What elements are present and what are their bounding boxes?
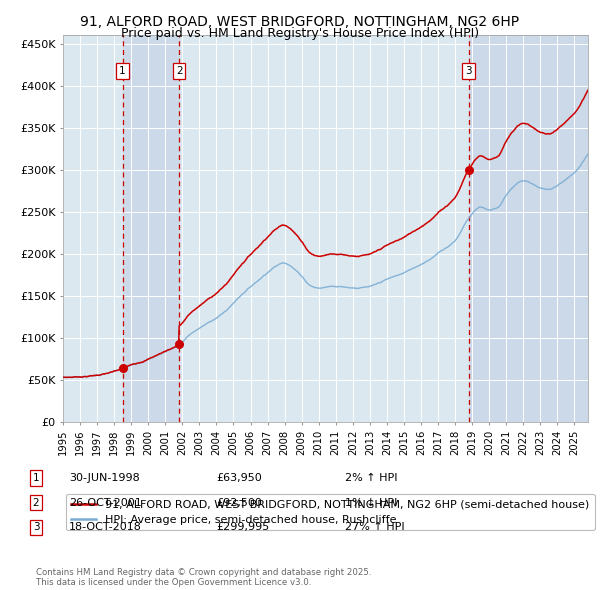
Bar — [122, 35, 179, 422]
Text: 18-OCT-2018: 18-OCT-2018 — [69, 523, 142, 532]
Text: 26-OCT-2001: 26-OCT-2001 — [69, 498, 142, 507]
Text: £299,995: £299,995 — [216, 523, 269, 532]
Text: 2% ↑ HPI: 2% ↑ HPI — [345, 473, 398, 483]
Legend: 91, ALFORD ROAD, WEST BRIDGFORD, NOTTINGHAM, NG2 6HP (semi-detached house), HPI:: 91, ALFORD ROAD, WEST BRIDGFORD, NOTTING… — [66, 494, 595, 530]
Text: Price paid vs. HM Land Registry's House Price Index (HPI): Price paid vs. HM Land Registry's House … — [121, 27, 479, 40]
Text: £63,950: £63,950 — [216, 473, 262, 483]
Text: 1: 1 — [32, 473, 40, 483]
Text: 30-JUN-1998: 30-JUN-1998 — [69, 473, 140, 483]
Text: 1% ↓ HPI: 1% ↓ HPI — [345, 498, 397, 507]
Bar — [469, 35, 588, 422]
Text: 1: 1 — [119, 65, 126, 76]
Text: £92,500: £92,500 — [216, 498, 262, 507]
Text: 91, ALFORD ROAD, WEST BRIDGFORD, NOTTINGHAM, NG2 6HP: 91, ALFORD ROAD, WEST BRIDGFORD, NOTTING… — [80, 15, 520, 30]
Text: Contains HM Land Registry data © Crown copyright and database right 2025.
This d: Contains HM Land Registry data © Crown c… — [36, 568, 371, 587]
Text: 3: 3 — [32, 523, 40, 532]
Text: 3: 3 — [465, 65, 472, 76]
Text: 27% ↑ HPI: 27% ↑ HPI — [345, 523, 404, 532]
Text: 2: 2 — [32, 498, 40, 507]
Text: 2: 2 — [176, 65, 182, 76]
